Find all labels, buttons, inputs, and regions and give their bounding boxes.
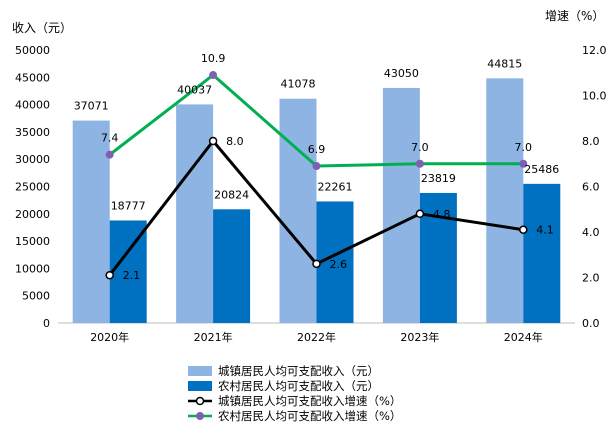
x-tick-label: 2021年 xyxy=(194,330,233,344)
legend-entry-label: 农村居民人均可支配收入增速（%） xyxy=(218,409,401,423)
y-right-tick-label: 10.0 xyxy=(582,90,607,103)
y-left-tick-label: 30000 xyxy=(15,153,50,166)
rural-growth-point xyxy=(209,71,218,80)
bar-value-label: 22261 xyxy=(318,180,353,193)
urban-growth-label: 4.1 xyxy=(536,224,554,237)
bar-value-label: 41078 xyxy=(281,78,316,91)
bar-urban xyxy=(486,78,524,324)
y-right-tick-label: 12.0 xyxy=(582,44,607,57)
urban-growth-label: 8.0 xyxy=(226,135,244,148)
bars-layer xyxy=(72,78,561,324)
urban-growth-label: 2.6 xyxy=(330,258,348,271)
x-tick-label: 2024年 xyxy=(504,330,543,344)
rural-growth-point xyxy=(415,159,424,168)
bar-value-label: 23819 xyxy=(421,172,456,185)
y-right-tick-label: 0.0 xyxy=(582,317,600,330)
bar-rural xyxy=(523,183,561,323)
y-left-tick-label: 15000 xyxy=(15,235,50,248)
legend-entry-label: 城镇居民人均可支配收入（元） xyxy=(218,364,379,378)
y-left-tick-label: 10000 xyxy=(15,262,50,275)
lines-layer xyxy=(105,71,528,280)
urban-growth-point xyxy=(415,209,425,219)
legend: 城镇居民人均可支配收入（元）农村居民人均可支配收入（元）城镇居民人均可支配收入增… xyxy=(188,364,401,423)
y-left-axis-label: 收入（元） xyxy=(12,21,72,35)
legend-entry-label: 农村居民人均可支配收入（元） xyxy=(218,379,379,393)
rural-growth-point xyxy=(312,162,321,171)
y-left-tick-label: 35000 xyxy=(15,126,50,139)
bar-urban xyxy=(279,98,317,324)
rural-growth-point xyxy=(105,150,114,159)
y-right-tick-label: 2.0 xyxy=(582,272,600,285)
value-labels-layer: 37071 40037 41078 43050 44815 18777 20824 22261… xyxy=(74,52,560,282)
urban-growth-point xyxy=(519,225,528,234)
axes-layer: 0 5000 10000 15000 20000 25000 30000 35000 40000… xyxy=(15,44,607,344)
urban-growth-label: 4.8 xyxy=(433,208,451,221)
rural-growth-point xyxy=(519,159,528,168)
x-tick-label: 2022年 xyxy=(297,330,336,344)
legend-rural-growth-marker xyxy=(196,412,204,420)
legend-rural-income-swatch xyxy=(188,381,212,391)
rural-growth-label: 10.9 xyxy=(201,52,226,65)
bar-urban xyxy=(72,120,110,323)
y-left-tick-label: 20000 xyxy=(15,208,50,221)
y-left-tick-label: 5000 xyxy=(22,290,50,303)
legend-urban-income-swatch xyxy=(188,366,212,376)
legend-urban-growth-marker xyxy=(195,396,205,406)
bar-value-label: 20824 xyxy=(214,188,249,201)
legend-entry-label: 城镇居民人均可支配收入增速（%） xyxy=(218,394,401,408)
x-tick-label: 2023年 xyxy=(400,330,439,344)
bar-value-label: 18777 xyxy=(111,199,146,212)
y-left-tick-label: 40000 xyxy=(15,99,50,112)
urban-growth-point xyxy=(208,136,218,146)
x-tick-label: 2020年 xyxy=(90,330,129,344)
bar-value-label: 40037 xyxy=(177,83,212,96)
rural-growth-label: 6.9 xyxy=(308,143,326,156)
y-right-axis-label: 增速（%） xyxy=(545,9,604,23)
bar-value-label: 37071 xyxy=(74,100,109,113)
urban-growth-point xyxy=(105,270,114,280)
bar-urban xyxy=(176,104,214,323)
bar-value-label: 44815 xyxy=(487,57,522,70)
bar-value-label: 25486 xyxy=(524,163,559,176)
urban-growth-label: 2.1 xyxy=(123,269,141,282)
rural-growth-label: 7.0 xyxy=(515,141,533,154)
rural-growth-label: 7.4 xyxy=(101,132,119,145)
y-right-tick-label: 8.0 xyxy=(582,135,600,148)
y-left-tick-label: 25000 xyxy=(15,181,50,194)
y-left-tick-label: 45000 xyxy=(15,71,50,84)
bar-urban xyxy=(382,87,420,324)
rural-growth-label: 7.0 xyxy=(411,141,429,154)
y-right-tick-label: 6.0 xyxy=(582,181,600,194)
y-right-tick-label: 4.0 xyxy=(582,226,600,239)
y-left-tick-label: 50000 xyxy=(15,44,50,57)
bar-value-label: 43050 xyxy=(384,67,419,80)
urban-growth-point xyxy=(312,259,321,269)
y-left-tick-label: 0 xyxy=(43,317,50,330)
bar-rural xyxy=(213,209,251,323)
